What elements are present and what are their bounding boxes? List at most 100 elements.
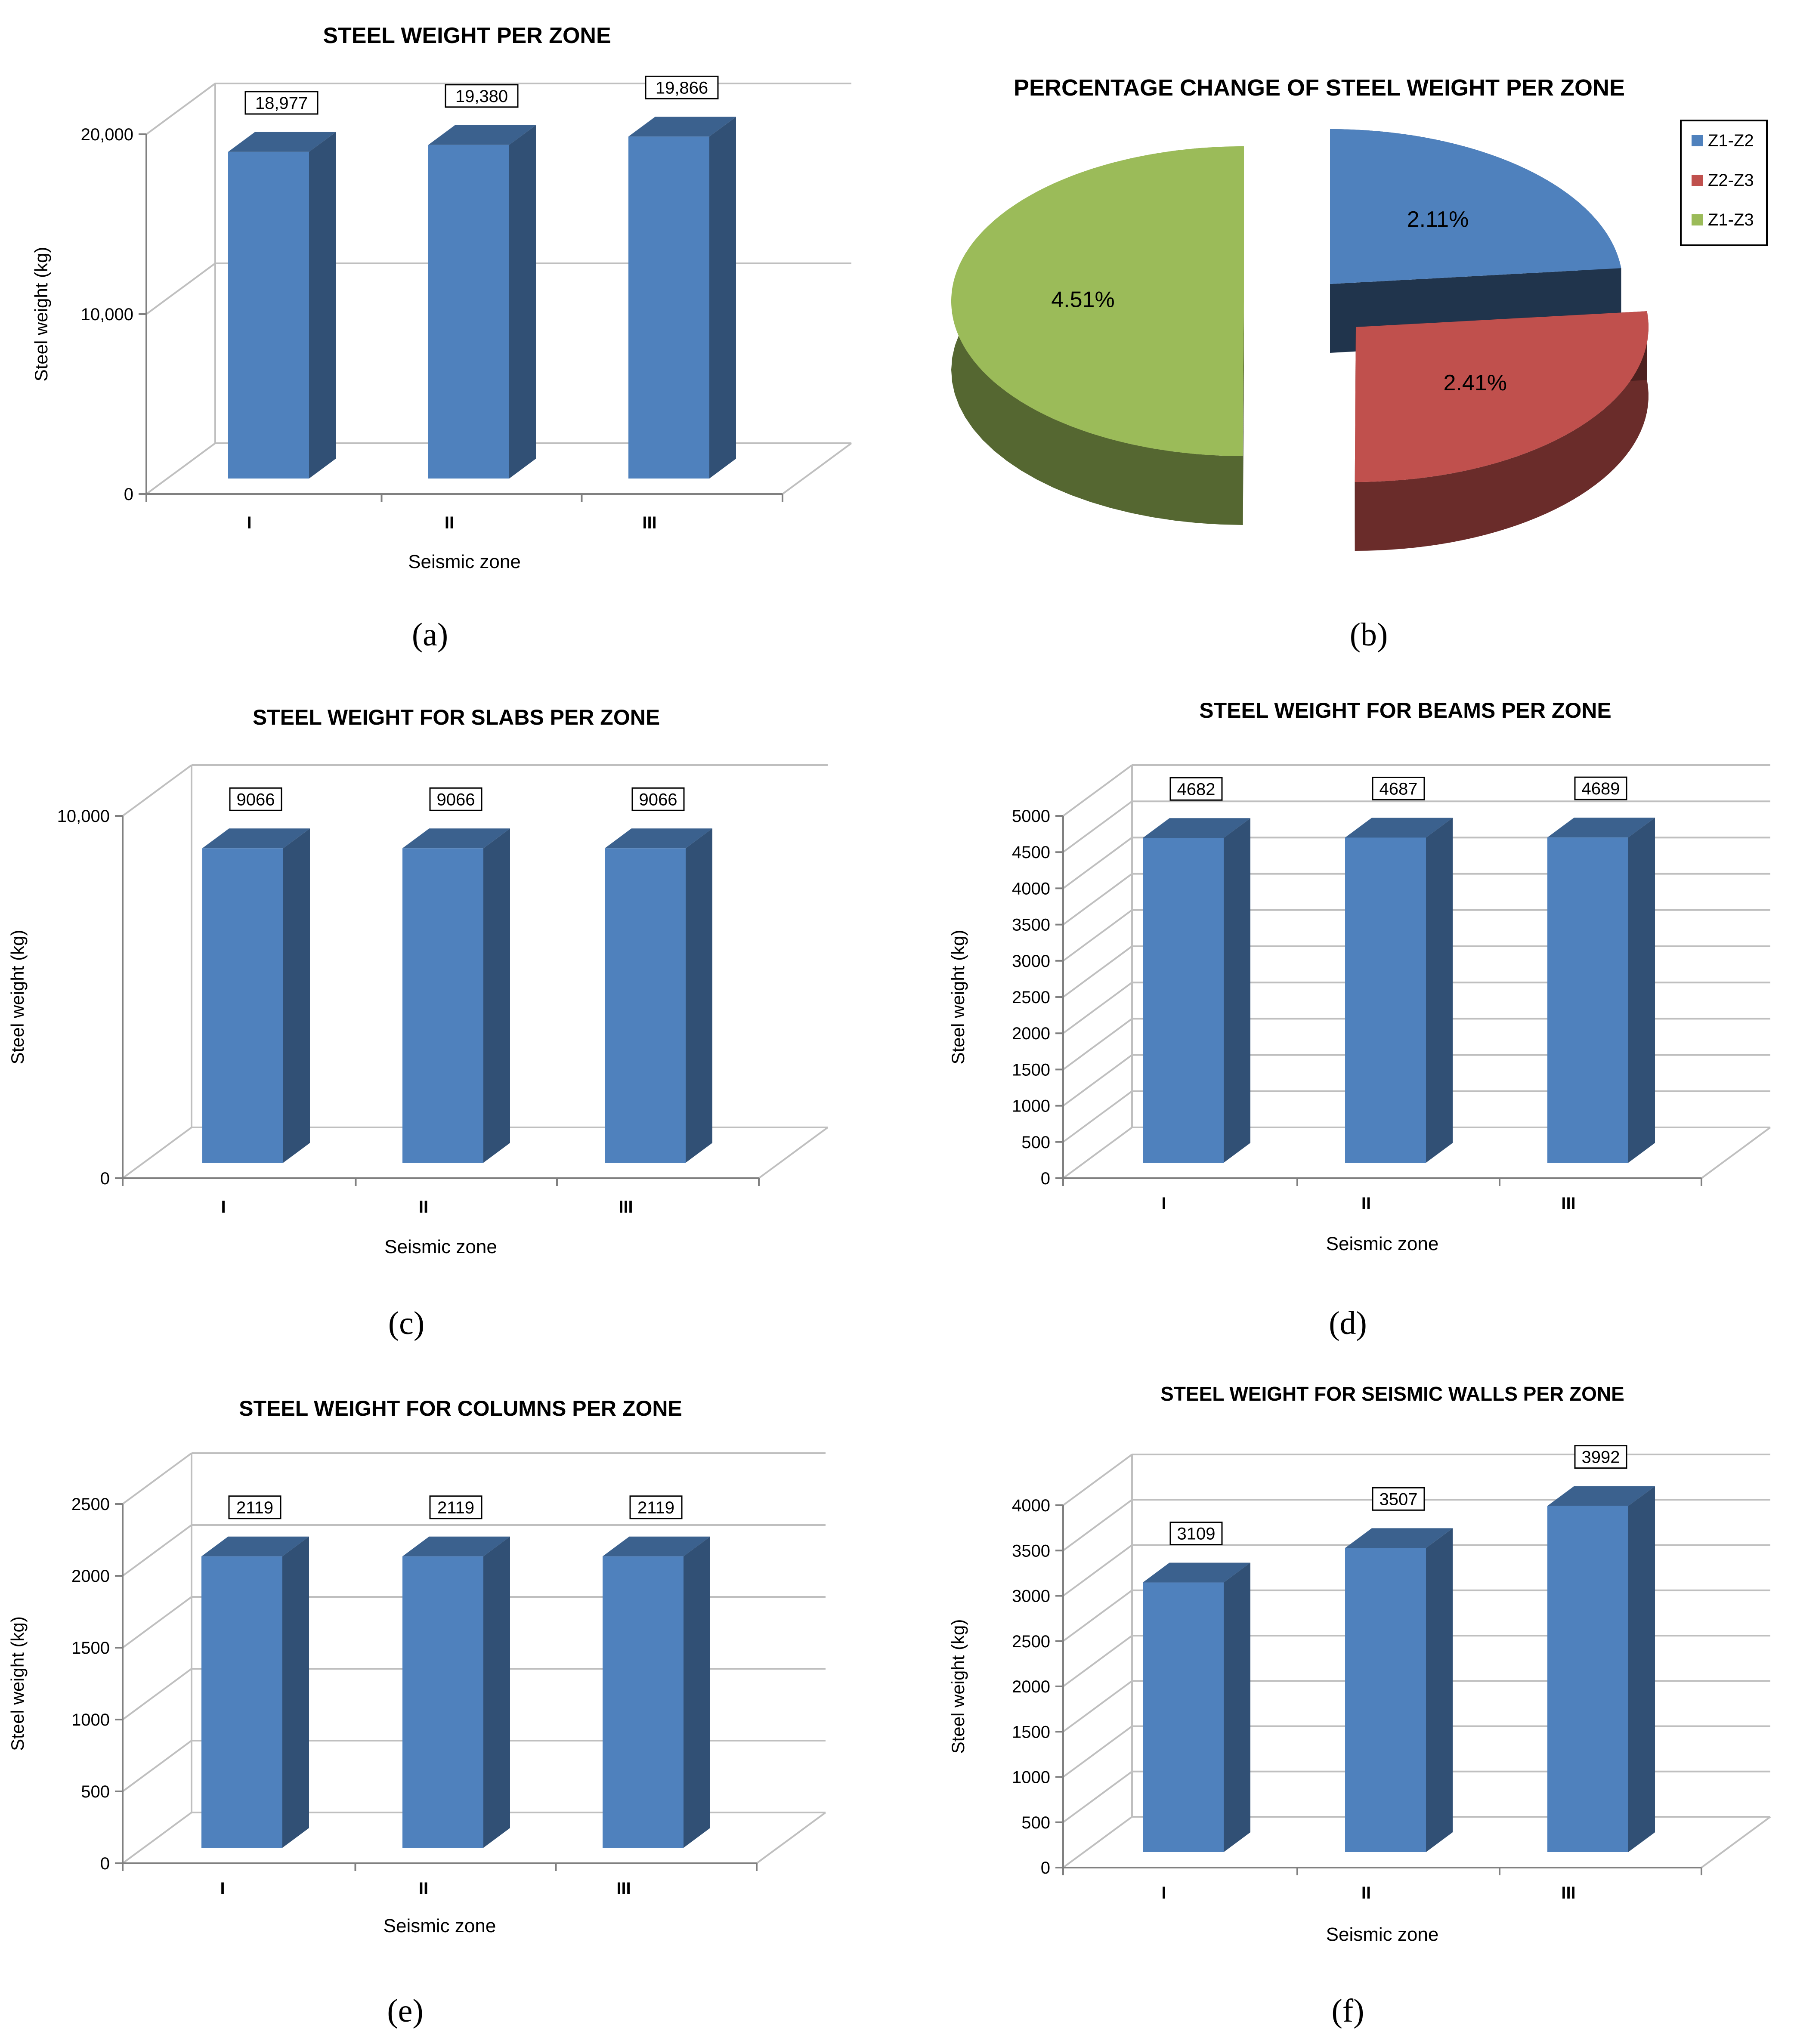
x-tick-label: II xyxy=(1361,1883,1371,1902)
pie-label: 4.51% xyxy=(1051,287,1114,312)
gridline-side xyxy=(1062,1635,1133,1687)
data-label-box xyxy=(1372,776,1425,800)
gridline-side xyxy=(1062,1454,1133,1506)
y-tick-label: 3000 xyxy=(1012,952,1050,971)
y-tick-label: 1000 xyxy=(71,1711,110,1729)
y-tick-label: 0 xyxy=(100,1854,110,1873)
data-label-box xyxy=(445,84,519,108)
y-axis-label: Steel weight (kg) xyxy=(948,1619,968,1754)
gridline-side xyxy=(1062,945,1133,998)
bar xyxy=(1547,1506,1628,1852)
bar-top xyxy=(201,1536,309,1556)
chart-e: 0 500 1000 1500 2000 2500 2119 I 2119 II 2119 III ST… xyxy=(7,1396,826,2029)
chart-title: STEEL WEIGHT FOR SLABS PER ZONE xyxy=(253,705,660,729)
chart-f: 0 500 1000 1500 2000 2500 3000 3500 4000 3109 I 350… xyxy=(948,1383,1771,2029)
y-axis-label: Steel weight (kg) xyxy=(7,930,28,1065)
bar-side xyxy=(1628,818,1655,1163)
y-tick-label: 10,000 xyxy=(57,807,110,826)
bar-side xyxy=(1224,818,1250,1163)
chart-title: STEEL WEIGHT FOR SEISMIC WALLS PER ZONE xyxy=(1160,1383,1624,1405)
bar-top xyxy=(628,117,736,137)
x-tick-label: II xyxy=(419,1198,428,1217)
y-tick-label: 2500 xyxy=(71,1495,110,1514)
y-axis-label: Steel weight (kg) xyxy=(948,930,968,1065)
gridline-side xyxy=(1062,982,1133,1034)
y-tick-label: 10,000 xyxy=(81,305,133,324)
y-tick-label: 4500 xyxy=(1012,843,1050,862)
data-label-box xyxy=(1574,776,1627,800)
chart-b: 4.51% 2.11% 2.41% PERCENTAGE CHANGE OF STEE… xyxy=(951,75,1768,653)
panel-caption: (e) xyxy=(387,1993,423,2029)
y-tick-label: 2500 xyxy=(1012,1632,1050,1651)
bar-top xyxy=(1547,818,1655,838)
y-tick-label: 4000 xyxy=(1012,879,1050,898)
pie-slice-wall xyxy=(1243,301,1244,525)
gridline-side xyxy=(122,764,192,817)
data-label: 3992 xyxy=(1582,1448,1620,1467)
gridline-side xyxy=(145,83,216,135)
data-label-box xyxy=(429,1495,483,1519)
bar xyxy=(603,1556,684,1848)
chart-title: STEEL WEIGHT FOR COLUMNS PER ZONE xyxy=(239,1396,682,1420)
gridline-side xyxy=(122,1812,192,1864)
gridline-side xyxy=(1062,837,1133,889)
bar-side xyxy=(709,117,736,479)
bar-side xyxy=(1628,1486,1655,1852)
data-label: 9066 xyxy=(437,790,475,809)
data-label: 4682 xyxy=(1177,780,1216,799)
data-label: 3507 xyxy=(1380,1490,1418,1509)
x-tick-label: I xyxy=(221,1198,226,1217)
bar-top xyxy=(1345,818,1453,838)
panel-caption: (a) xyxy=(412,617,448,653)
bar xyxy=(428,145,509,479)
x-tick-label: III xyxy=(1561,1194,1575,1213)
data-label: 2119 xyxy=(637,1498,674,1517)
pie-slice xyxy=(1330,129,1621,284)
gridline-side xyxy=(1062,1054,1133,1107)
pie-slice xyxy=(951,146,1244,456)
data-label: 19,380 xyxy=(455,87,508,106)
x-tick-label: III xyxy=(642,513,656,532)
y-tick-label: 4000 xyxy=(1012,1496,1050,1515)
gridline-side xyxy=(122,1740,192,1792)
y-tick-label: 0 xyxy=(100,1169,110,1188)
chart-title: STEEL WEIGHT PER ZONE xyxy=(323,23,611,48)
data-label: 2119 xyxy=(236,1498,273,1517)
x-tick-label: I xyxy=(1161,1883,1166,1902)
bar-top xyxy=(202,828,310,849)
x-tick-label: III xyxy=(616,1879,631,1898)
bar-top xyxy=(402,828,510,849)
bar-top xyxy=(605,828,712,849)
bar-side xyxy=(483,1536,510,1848)
data-label-box xyxy=(1169,777,1223,801)
y-tick-label: 3500 xyxy=(1012,1541,1050,1560)
gridline-side xyxy=(1062,1499,1133,1551)
bar xyxy=(202,848,283,1163)
data-label: 2119 xyxy=(437,1498,474,1517)
y-tick-label: 1000 xyxy=(1012,1097,1050,1116)
y-tick-label: 0 xyxy=(124,485,133,504)
gridline-side xyxy=(1062,1090,1133,1143)
gridline-side xyxy=(122,1668,192,1720)
gridline-side xyxy=(122,1524,192,1577)
x-tick-label: I xyxy=(1161,1194,1166,1213)
panel-caption: (b) xyxy=(1350,617,1388,653)
y-tick-label: 2000 xyxy=(1012,1677,1050,1696)
data-label: 9066 xyxy=(639,790,677,809)
legend-swatch xyxy=(1692,135,1703,146)
bar xyxy=(1143,838,1224,1163)
chart-a: 0 10,000 20,000 18,977 I 19,380 II 19,866 III STE… xyxy=(31,23,852,653)
bar-top xyxy=(603,1536,710,1556)
gridline-side xyxy=(145,442,216,495)
chart-title: STEEL WEIGHT FOR BEAMS PER ZONE xyxy=(1199,698,1611,723)
data-label: 9066 xyxy=(237,790,275,809)
bar-side xyxy=(1224,1562,1250,1852)
bar xyxy=(1345,837,1426,1163)
bar-top xyxy=(1143,818,1250,838)
y-tick-label: 0 xyxy=(1041,1859,1050,1877)
y-tick-label: 1500 xyxy=(1012,1060,1050,1079)
chart-title: PERCENTAGE CHANGE OF STEEL WEIGHT PER ZO… xyxy=(1014,75,1625,101)
data-label: 3109 xyxy=(1177,1525,1216,1544)
bar-side xyxy=(686,828,712,1163)
bar xyxy=(402,848,483,1163)
